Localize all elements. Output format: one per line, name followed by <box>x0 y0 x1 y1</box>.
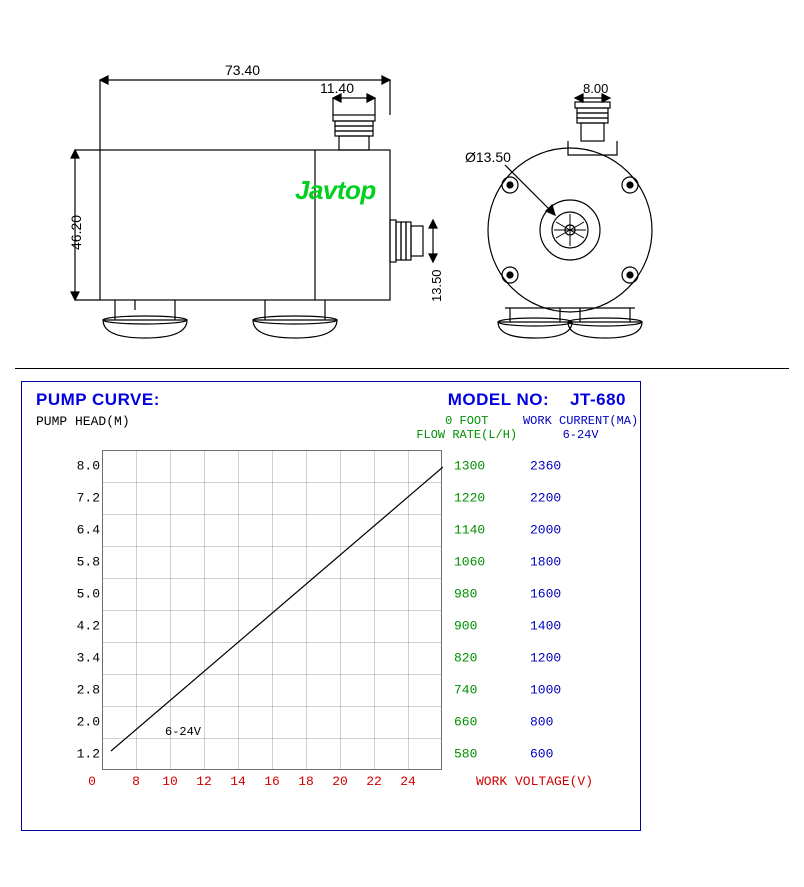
flow-value: 1060 <box>454 555 485 570</box>
y-tick: 4.2 <box>77 619 100 634</box>
curve-label: 6-24V <box>165 725 201 739</box>
dim-width: 73.40 <box>225 62 260 78</box>
flow-value: 980 <box>454 587 477 602</box>
dim-outlet-w: 11.40 <box>320 80 354 96</box>
x-axis-label: WORK VOLTAGE(V) <box>476 774 593 789</box>
y-tick: 6.4 <box>77 523 100 538</box>
x-tick: 12 <box>196 774 212 789</box>
x-tick: 8 <box>132 774 140 789</box>
y-tick: 7.2 <box>77 491 100 506</box>
section-divider <box>15 368 789 369</box>
x-tick: 14 <box>230 774 246 789</box>
dim-height: 46.20 <box>68 215 84 250</box>
y-tick: 1.2 <box>77 747 100 762</box>
pump-diagram-svg: 73.40 11.40 <box>15 20 785 360</box>
current-value: 2360 <box>530 459 561 474</box>
flow-value: 820 <box>454 651 477 666</box>
current-value: 600 <box>530 747 553 762</box>
flow-value: 900 <box>454 619 477 634</box>
flow-value: 1220 <box>454 491 485 506</box>
y-tick: 2.0 <box>77 715 100 730</box>
dim-side-outlet: 8.00 <box>583 81 608 96</box>
chart-body: 6-24V WORK VOLTAGE(V) 8.0130023607.21220… <box>22 444 640 814</box>
pump-curve-chart: PUMP CURVE: MODEL NO: JT-680 PUMP HEAD(M… <box>21 381 641 831</box>
chart-header: PUMP CURVE: MODEL NO: JT-680 <box>22 382 640 412</box>
current-value: 1400 <box>530 619 561 634</box>
y-tick: 5.0 <box>77 587 100 602</box>
chart-title-left: PUMP CURVE: <box>36 390 160 410</box>
chart-title-right: MODEL NO: JT-680 <box>448 390 626 410</box>
current-value: 1800 <box>530 555 561 570</box>
current-value: 2000 <box>530 523 561 538</box>
x-tick: 18 <box>298 774 314 789</box>
x-tick: 0 <box>88 774 96 789</box>
y-tick: 2.8 <box>77 683 100 698</box>
y-tick: 8.0 <box>77 459 100 474</box>
chart-subheader: PUMP HEAD(M) 0 FOOT FLOW RATE(L/H) WORK … <box>22 412 640 444</box>
flow-value: 1300 <box>454 459 485 474</box>
dim-diameter: Ø13.50 <box>465 149 511 165</box>
current-value: 2200 <box>530 491 561 506</box>
dim-inlet-h: 13.50 <box>429 269 444 302</box>
x-tick: 16 <box>264 774 280 789</box>
x-tick: 22 <box>366 774 382 789</box>
current-value: 1600 <box>530 587 561 602</box>
y-tick: 3.4 <box>77 651 100 666</box>
x-tick: 20 <box>332 774 348 789</box>
flow-value: 660 <box>454 715 477 730</box>
flow-value: 1140 <box>454 523 485 538</box>
flow-header: 0 FOOT FLOW RATE(L/H) <box>412 414 521 442</box>
x-tick: 10 <box>162 774 178 789</box>
current-value: 1000 <box>530 683 561 698</box>
current-value: 800 <box>530 715 553 730</box>
technical-drawing: 73.40 11.40 <box>15 20 785 360</box>
x-tick: 24 <box>400 774 416 789</box>
curve-svg <box>103 451 443 771</box>
y-tick: 5.8 <box>77 555 100 570</box>
y-axis-label: PUMP HEAD(M) <box>36 414 412 442</box>
flow-value: 580 <box>454 747 477 762</box>
current-header: WORK CURRENT(MA) 6-24V <box>521 414 640 442</box>
current-value: 1200 <box>530 651 561 666</box>
flow-value: 740 <box>454 683 477 698</box>
plot-area: 6-24V <box>102 450 442 770</box>
